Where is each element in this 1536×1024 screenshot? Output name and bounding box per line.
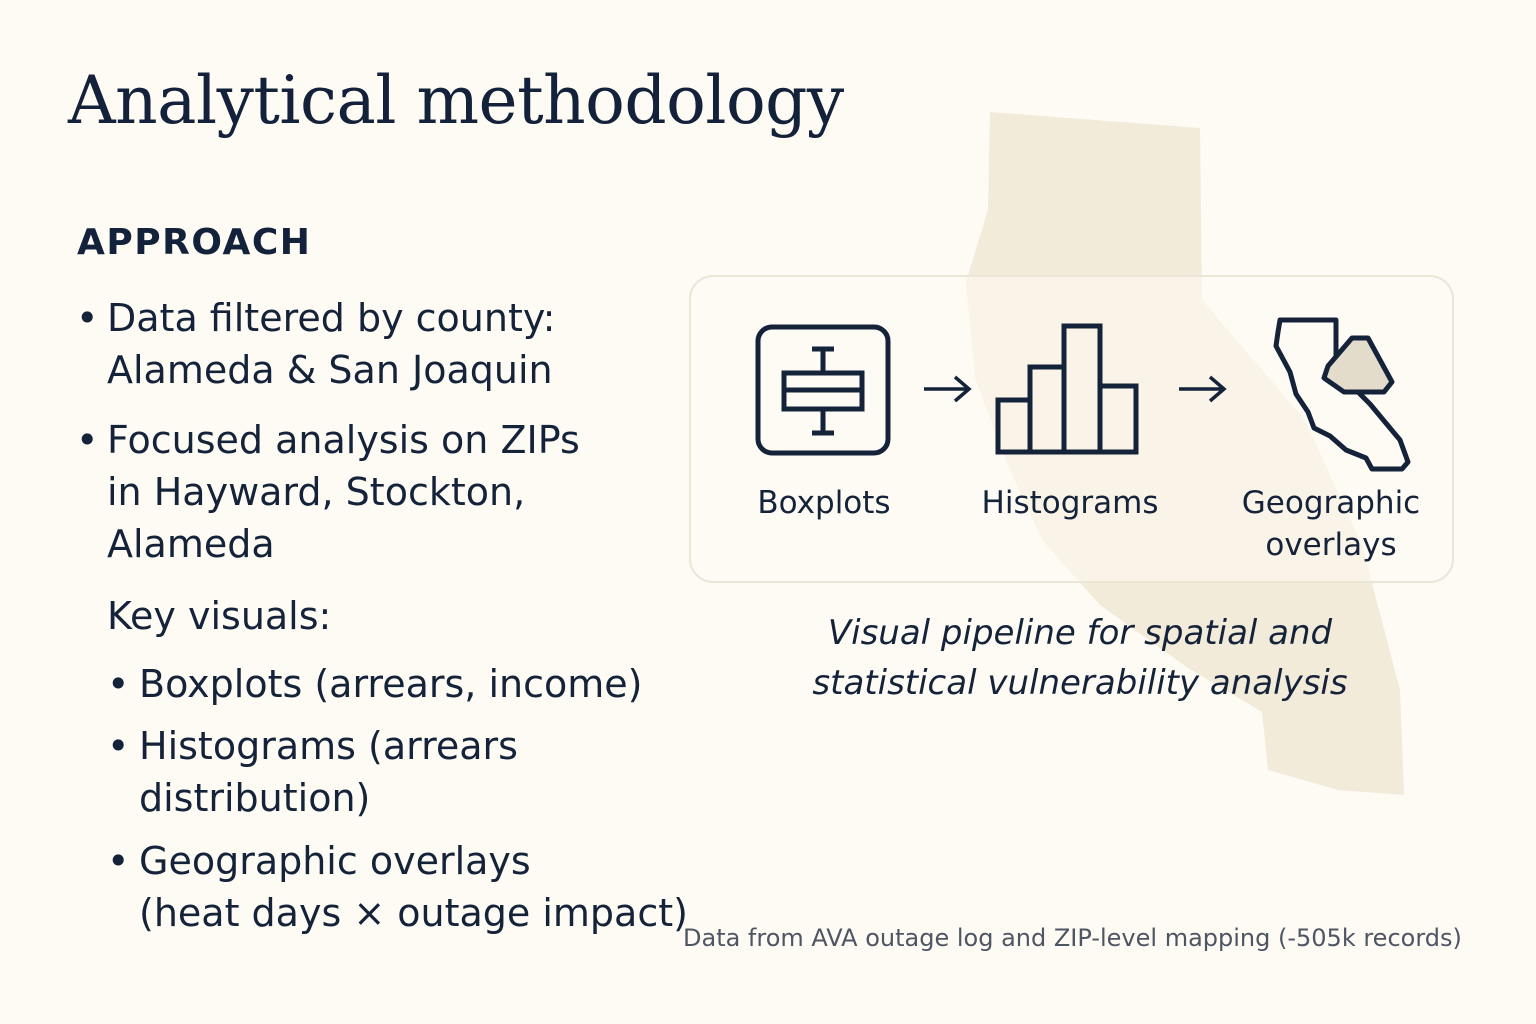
page-title: Analytical methodology [68,62,844,139]
histogram-icon [995,323,1139,455]
pipeline-step-boxplots: Boxplots [757,485,891,521]
arrow-right-icon [1179,375,1227,403]
pipeline-step-geographic-overlays: Geographic overlays [1241,485,1421,563]
key-visual-geographic: Geographic overlays (heat days × outage … [107,835,688,939]
key-visuals-label: Key visuals: [107,594,332,638]
arrow-right-icon [924,375,972,403]
california-map-icon [1273,317,1411,472]
bullet-county-filter: Data filtered by county: Alameda & San J… [76,292,555,396]
boxplot-icon [755,324,891,456]
key-visual-histograms: Histograms (arrears distribution) [107,720,518,824]
pipeline-step-histograms: Histograms [981,485,1159,521]
bullet-zip-focus: Focused analysis on ZIPs in Hayward, Sto… [76,414,580,570]
key-visual-boxplots: Boxplots (arrears, income) [107,658,642,710]
data-source-footnote: Data from AVA outage log and ZIP-level m… [683,924,1462,952]
approach-heading: APPROACH [77,222,312,263]
pipeline-caption: Visual pipeline for spatial and statisti… [812,613,1348,703]
